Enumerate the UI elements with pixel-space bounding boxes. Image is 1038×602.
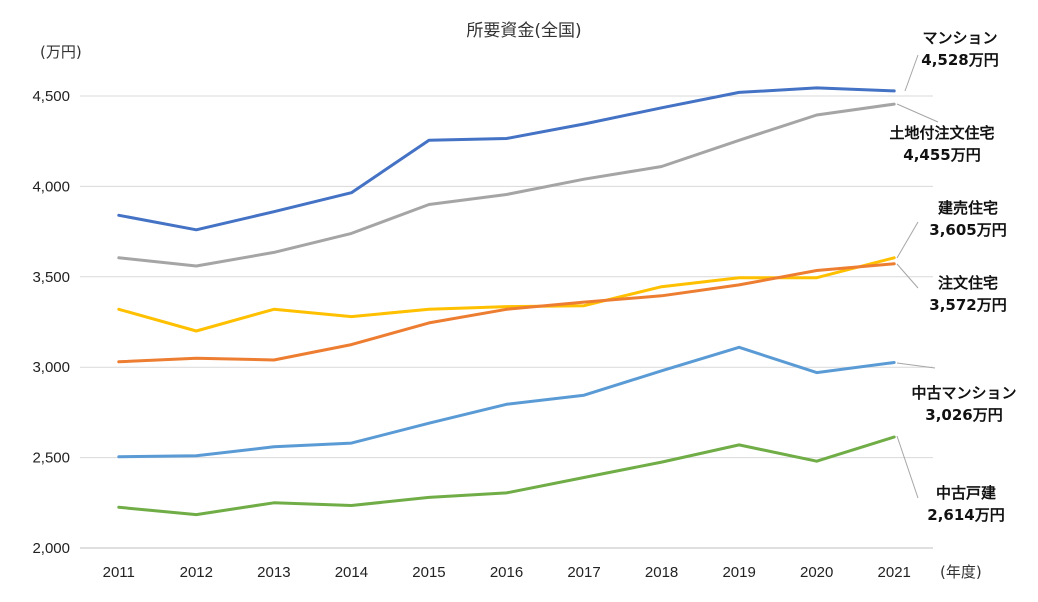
series-lines (117, 86, 896, 517)
y-tick-label: 3,500 (32, 269, 70, 286)
label-leader-line (904, 54, 919, 92)
y-axis-unit-label: (万円) (40, 43, 82, 61)
series-name-label: 中古戸建 (936, 484, 997, 502)
y-tick-label: 2,500 (32, 450, 70, 467)
y-tick-label: 4,500 (32, 88, 70, 105)
x-tick-label: 2018 (645, 564, 678, 581)
series-line (117, 345, 896, 459)
label-leader-line (896, 362, 936, 369)
series-value-label: 4,455万円 (903, 146, 980, 164)
series-name-label: 注文住宅 (938, 274, 998, 292)
series-line (117, 256, 896, 333)
label-leader-line (896, 263, 919, 289)
label-leader-line (896, 435, 919, 499)
chart-title: 所要資金(全国) (466, 21, 581, 41)
label-leader-line (896, 221, 919, 259)
series-value-label: 4,528万円 (921, 51, 998, 69)
gridlines (80, 95, 933, 549)
x-tick-label: 2011 (103, 564, 135, 581)
x-tick-label: 2021 (878, 564, 911, 581)
y-tick-label: 2,000 (32, 540, 70, 557)
x-tick-label: 2017 (567, 564, 600, 581)
x-tick-label: 2013 (257, 564, 290, 581)
x-tick-label: 2012 (180, 564, 213, 581)
series-value-label: 3,026万円 (925, 406, 1002, 424)
y-tick-label: 3,000 (32, 359, 70, 376)
series-value-label: 3,572万円 (929, 296, 1006, 314)
series-name-label: 建売住宅 (938, 199, 998, 217)
y-tick-label: 4,000 (32, 178, 70, 195)
label-leader-line (896, 103, 939, 123)
x-axis-unit-label: (年度) (940, 563, 982, 581)
series-value-label: 3,605万円 (929, 221, 1006, 239)
series-name-label: マンション (922, 29, 997, 47)
series-value-label: 2,614万円 (927, 506, 1004, 524)
series-name-label: 土地付注文住宅 (889, 124, 994, 142)
x-tick-label: 2015 (412, 564, 445, 581)
x-tick-label: 2016 (490, 564, 523, 581)
series-name-label: 中古マンション (911, 384, 1016, 402)
x-tick-label: 2014 (335, 564, 368, 581)
x-tick-label: 2019 (722, 564, 755, 581)
series-line (117, 102, 896, 268)
series-line (117, 86, 896, 232)
series-line (117, 435, 896, 517)
x-tick-label: 2020 (800, 564, 833, 581)
axis-ticks: 2,000 2,500 3,000 3,500 4,000 4,500 2011 2012 20… (32, 88, 910, 581)
series-line (117, 262, 896, 364)
